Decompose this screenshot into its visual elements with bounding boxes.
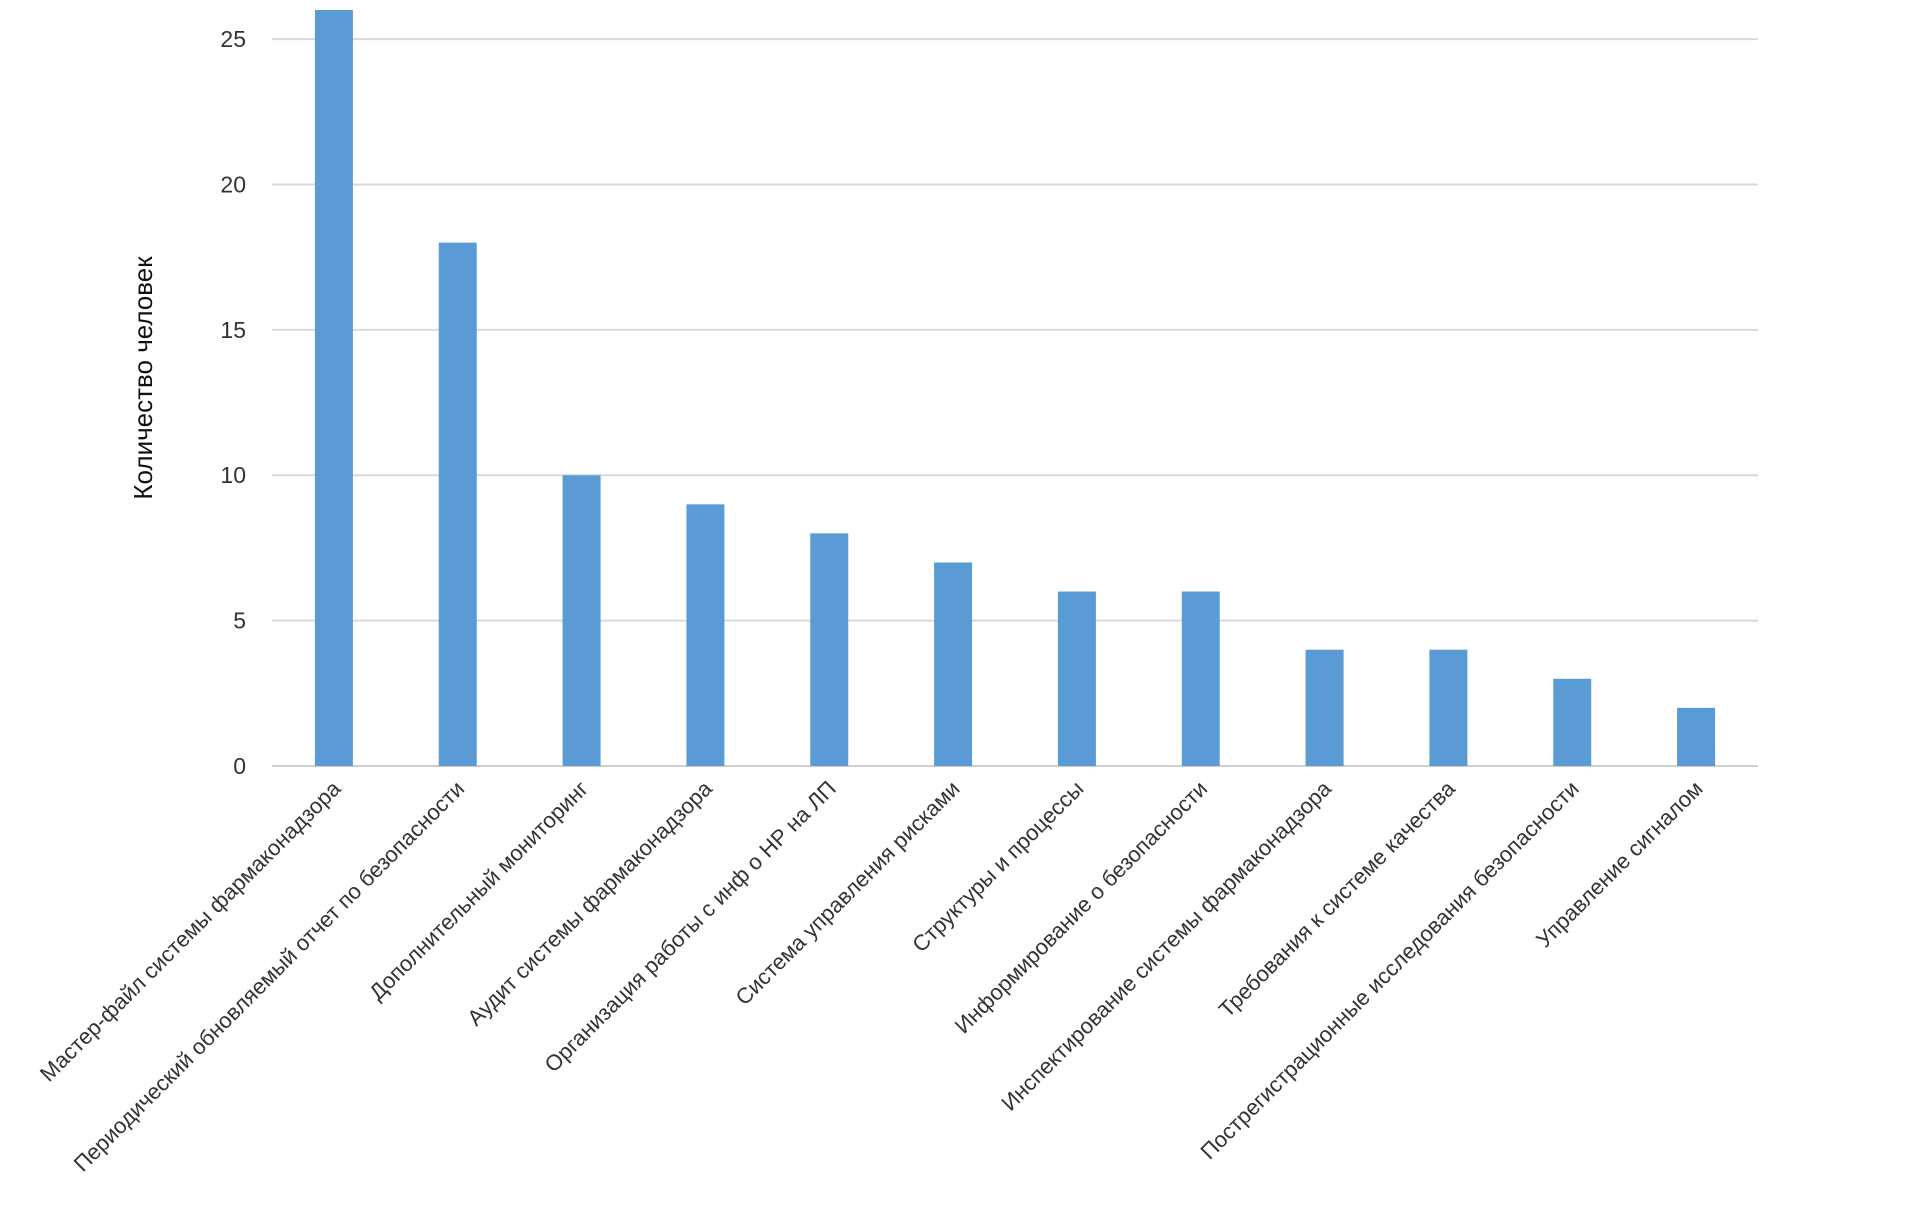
- y-tick-label: 0: [233, 753, 246, 779]
- x-category-label: Аудит системы фармаконадзора: [462, 775, 717, 1030]
- y-axis-ticks: 0 5 10 15 20 25: [220, 26, 246, 779]
- bar: [1181, 591, 1220, 766]
- x-category-label: Требования к системе качества: [1214, 775, 1461, 1022]
- gridlines: [272, 38, 1758, 767]
- bar: [810, 533, 849, 766]
- y-tick-label: 15: [220, 317, 246, 343]
- bar: [438, 242, 477, 767]
- x-category-label: Информирование о безопасности: [950, 776, 1213, 1039]
- bar: [1305, 649, 1344, 766]
- y-tick-label: 5: [233, 608, 246, 634]
- bars: [314, 10, 1716, 767]
- y-tick-label: 20: [220, 171, 246, 197]
- bar: [1429, 649, 1468, 766]
- bar: [686, 504, 725, 766]
- x-category-label: Дополнительный мониторинг: [364, 776, 593, 1005]
- x-category-label: Система управления рисками: [730, 776, 964, 1010]
- bar: [1057, 591, 1096, 766]
- y-axis-title: Количество человек: [128, 256, 158, 500]
- bar: [1677, 707, 1716, 766]
- bar: [934, 562, 973, 766]
- bar: [1553, 678, 1592, 766]
- bar: [314, 10, 353, 766]
- y-tick-label: 10: [220, 462, 246, 488]
- bar: [562, 475, 601, 766]
- x-axis-category-labels: Мастер-файл системы фармаконадзораПериод…: [35, 775, 1708, 1176]
- y-tick-label: 25: [220, 26, 246, 52]
